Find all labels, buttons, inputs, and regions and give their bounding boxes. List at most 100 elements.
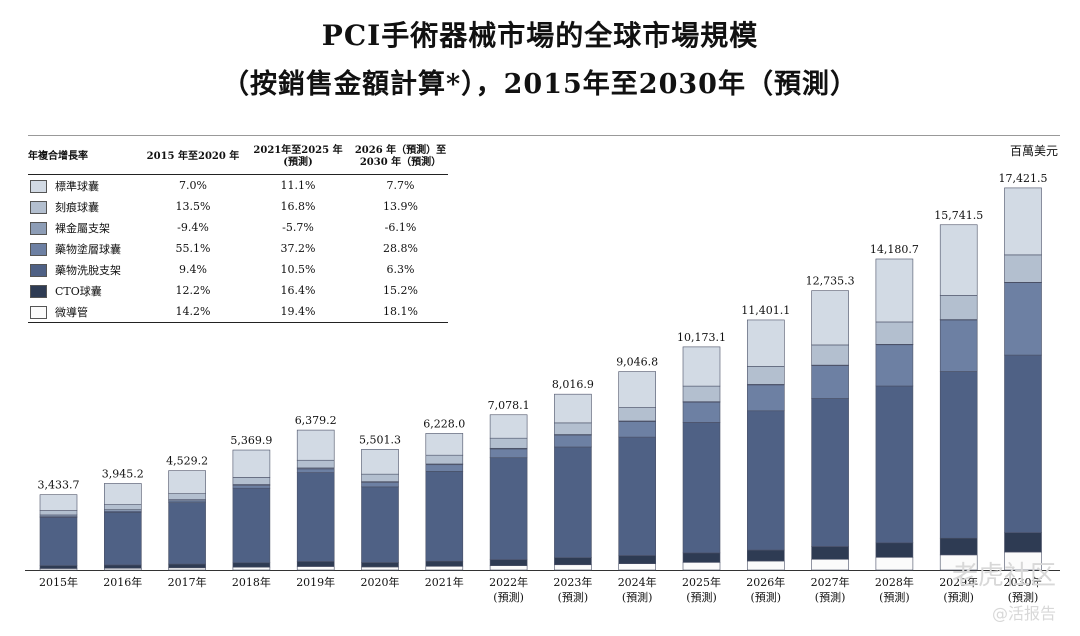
legend-swatch bbox=[30, 285, 47, 298]
chart-subtitle: （按銷售金額計算*），2015年至2030年（預測） bbox=[222, 69, 858, 100]
bar-segment-6 bbox=[296, 429, 335, 461]
bar-segment-0 bbox=[746, 560, 785, 571]
cagr-row: CTO球囊 12.2% 16.4% 15.2% bbox=[28, 280, 448, 301]
cagr-value: 7.0% bbox=[179, 179, 207, 192]
bar-segment-1 bbox=[746, 549, 785, 562]
cagr-row-name-cell: 裸金屬支架 bbox=[28, 217, 143, 238]
cagr-value: 13.9% bbox=[383, 200, 418, 213]
top-rule bbox=[28, 135, 1060, 136]
bar-segment-2 bbox=[39, 517, 78, 566]
bar-segment-0 bbox=[361, 566, 399, 571]
cagr-row: 標準球囊 7.0% 11.1% 7.7% bbox=[28, 175, 448, 197]
cagr-value: 9.4% bbox=[179, 263, 207, 276]
bar-segment-3 bbox=[811, 365, 849, 399]
x-tick-label: 2020年 bbox=[361, 575, 400, 589]
x-tick-label: 2015年 bbox=[39, 575, 78, 589]
cagr-header-3: 2026 年（預測）至 2030 年（預測） bbox=[353, 140, 448, 175]
bar-segment-3 bbox=[746, 384, 785, 412]
cagr-value: -6.1% bbox=[384, 221, 417, 234]
bar-segment-1 bbox=[425, 560, 464, 567]
bar-segment-2 bbox=[875, 385, 914, 544]
cagr-value: 37.2% bbox=[280, 242, 316, 255]
legend-swatch bbox=[30, 306, 47, 319]
legend-label: 標準球囊 bbox=[55, 179, 99, 193]
legend-swatch bbox=[30, 222, 47, 235]
bar-segment-6 bbox=[746, 319, 785, 367]
x-tick-label: 2029年 bbox=[939, 575, 978, 589]
total-label: 4,529.2 bbox=[166, 455, 208, 468]
total-label: 8,016.9 bbox=[552, 378, 594, 391]
legend-label: 微導管 bbox=[55, 305, 88, 319]
bar-segment-5 bbox=[1004, 254, 1042, 283]
bar-segment-3 bbox=[232, 485, 271, 489]
cagr-value: 14.2% bbox=[143, 301, 243, 323]
bar-segment-2 bbox=[425, 471, 464, 562]
watermark-line1: 老虎社区 bbox=[951, 561, 1056, 591]
bar-segment-3 bbox=[939, 319, 978, 372]
x-tick-sublabel: (預測) bbox=[943, 590, 974, 604]
bar-segment-5 bbox=[746, 366, 785, 385]
cagr-row-name-cell: 藥物洗脫支架 bbox=[28, 259, 143, 280]
legend-label: 裸金屬支架 bbox=[55, 221, 110, 235]
bar-segment-2 bbox=[618, 436, 657, 556]
cagr-row-name-cell: 藥物塗層球囊 bbox=[28, 238, 143, 259]
cagr-row: 刻痕球囊 13.5% 16.8% 13.9% bbox=[28, 196, 448, 217]
bar-segment-6 bbox=[875, 258, 914, 323]
bar-segment-6 bbox=[939, 224, 978, 296]
total-label: 9,046.8 bbox=[616, 356, 658, 369]
x-tick-label: 2021年 bbox=[425, 575, 464, 589]
cagr-value: 18.1% bbox=[353, 301, 448, 323]
cagr-table: 年複合增長率 2015 年至2020 年 2021年至2025 年 (預測) 2… bbox=[28, 140, 448, 323]
x-tick-sublabel: (預測) bbox=[558, 590, 589, 604]
bar-segment-6 bbox=[554, 393, 592, 424]
bar-segment-0 bbox=[232, 566, 271, 571]
bar-segment-5 bbox=[104, 504, 142, 510]
x-tick-label: 2019年 bbox=[296, 575, 335, 589]
total-label: 10,173.1 bbox=[677, 331, 726, 344]
x-tick-sublabel: (預測) bbox=[751, 590, 782, 604]
cagr-row-name-cell: 刻痕球囊 bbox=[28, 196, 143, 217]
x-tick-label: 2022年 bbox=[489, 575, 528, 589]
legend-label: 藥物洗脫支架 bbox=[55, 263, 121, 277]
x-tick-label: 2026年 bbox=[746, 575, 785, 589]
bar-segment-0 bbox=[168, 567, 206, 571]
bar-segment-0 bbox=[554, 564, 592, 571]
unit-label: 百萬美元 bbox=[1009, 144, 1058, 158]
bar-segment-6 bbox=[618, 371, 657, 408]
cagr-value: 28.8% bbox=[383, 242, 418, 255]
cagr-row: 微導管 14.2% 19.4% 18.1% bbox=[28, 301, 448, 323]
bar-segment-1 bbox=[39, 565, 78, 569]
bar-segment-2 bbox=[554, 446, 592, 559]
x-tick-label: 2027年 bbox=[811, 575, 850, 589]
total-label: 6,379.2 bbox=[295, 414, 337, 427]
cagr-value: 16.8% bbox=[280, 200, 316, 213]
bar-segment-3 bbox=[361, 482, 399, 488]
bar-segment-5 bbox=[232, 477, 271, 485]
bar-segment-2 bbox=[939, 371, 978, 539]
bar-segment-6 bbox=[1004, 187, 1042, 256]
x-tick-label: 2028年 bbox=[875, 575, 914, 589]
bar-segment-6 bbox=[39, 494, 78, 511]
bar-segment-1 bbox=[939, 537, 978, 556]
bar-segment-0 bbox=[875, 556, 914, 571]
x-tick-label: 2018年 bbox=[232, 575, 271, 589]
bar-segment-3 bbox=[618, 421, 657, 438]
bar-segment-0 bbox=[489, 565, 528, 571]
bar-segment-0 bbox=[425, 565, 464, 571]
bar-segment-5 bbox=[875, 321, 914, 345]
bar-segment-0 bbox=[811, 558, 849, 571]
bar-segment-5 bbox=[361, 473, 399, 482]
bar-segment-3 bbox=[875, 344, 914, 387]
bar-segment-2 bbox=[232, 487, 271, 564]
bar-segment-6 bbox=[489, 414, 528, 439]
bar-segment-1 bbox=[682, 552, 721, 563]
bar-segment-5 bbox=[168, 493, 206, 500]
bar-segment-1 bbox=[296, 561, 335, 567]
bar-segment-2 bbox=[682, 422, 721, 554]
cagr-value: 7.7% bbox=[386, 179, 415, 192]
bar-segment-1 bbox=[361, 562, 399, 568]
bar-segment-1 bbox=[104, 564, 142, 569]
cagr-header-2: 2021年至2025 年 (預測) bbox=[243, 140, 353, 175]
legend-swatch bbox=[30, 180, 47, 193]
bar-segment-2 bbox=[168, 502, 206, 565]
